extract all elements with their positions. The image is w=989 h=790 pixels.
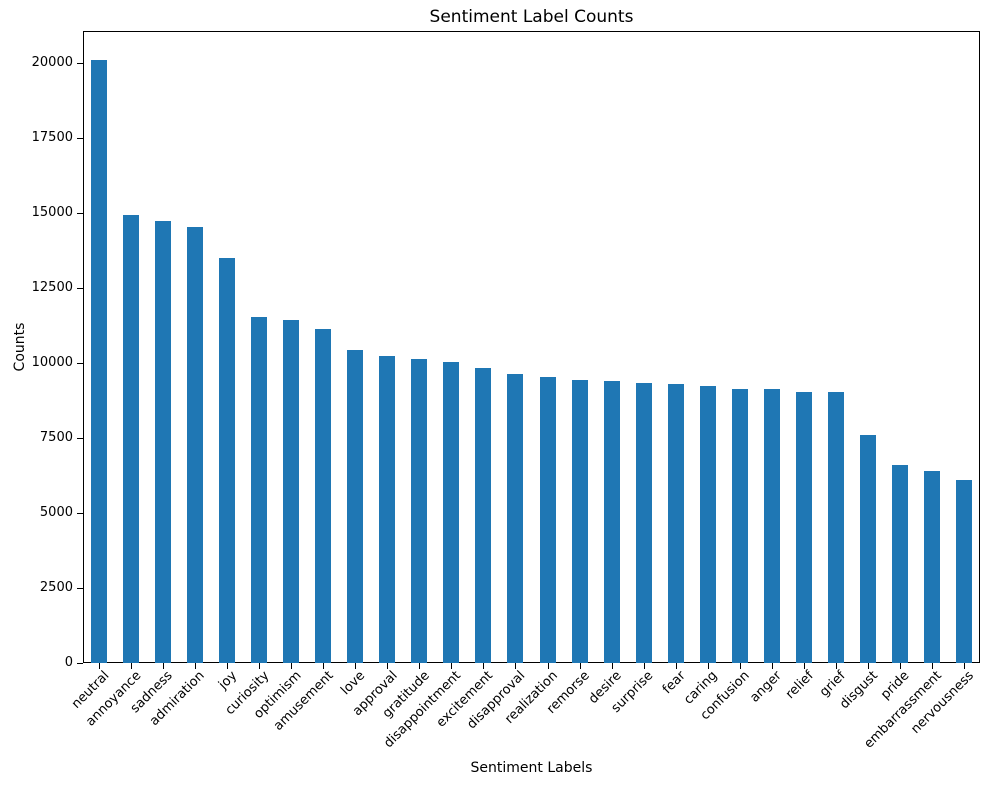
bar-annoyance [123, 214, 140, 663]
y-tick-label: 15000 [31, 205, 73, 220]
y-tick-mark [77, 137, 83, 139]
y-tick-label: 5000 [39, 505, 73, 520]
bar-nervousness [955, 480, 972, 663]
bar-remorse [571, 379, 588, 663]
x-tick-mark [643, 663, 645, 669]
y-tick-mark [77, 587, 83, 589]
bar-curiosity [251, 316, 268, 663]
x-tick-mark [867, 663, 869, 669]
y-tick-label: 0 [64, 655, 73, 670]
x-tick-mark [579, 663, 581, 669]
bar-desire [603, 381, 620, 663]
y-tick-label: 10000 [31, 355, 73, 370]
bar-grief [827, 391, 844, 663]
x-tick-label-anger: anger [747, 668, 785, 706]
x-tick-mark [611, 663, 613, 669]
x-tick-label-relief: relief [782, 668, 817, 703]
bar-disappointment [443, 361, 460, 663]
bar-embarrassment [923, 471, 940, 663]
y-tick-mark [77, 437, 83, 439]
bar-neutral [91, 60, 108, 663]
y-tick-mark [77, 362, 83, 364]
x-tick-mark [963, 663, 965, 669]
x-tick-mark [931, 663, 933, 669]
y-tick-mark [77, 287, 83, 289]
bar-admiration [187, 226, 204, 663]
y-tick-mark [77, 62, 83, 64]
x-tick-mark [771, 663, 773, 669]
x-tick-mark [419, 663, 421, 669]
x-tick-mark [515, 663, 517, 669]
bar-pride [891, 465, 908, 663]
y-tick-label: 20000 [31, 55, 73, 70]
bar-anger [763, 388, 780, 663]
x-tick-mark [803, 663, 805, 669]
bar-love [347, 349, 364, 663]
bar-approval [379, 355, 396, 663]
x-tick-mark [131, 663, 133, 669]
x-tick-mark [547, 663, 549, 669]
bar-amusement [315, 328, 332, 663]
x-tick-mark [483, 663, 485, 669]
bar-gratitude [411, 358, 428, 663]
x-axis-label: Sentiment Labels [470, 760, 593, 776]
bar-fear [667, 384, 684, 663]
bar-optimism [283, 319, 300, 663]
bar-disapproval [507, 373, 524, 663]
bar-caring [699, 385, 716, 663]
y-tick-mark [77, 512, 83, 514]
bar-disgust [859, 435, 876, 663]
x-tick-mark [355, 663, 357, 669]
x-tick-mark [99, 663, 101, 669]
x-tick-mark [323, 663, 325, 669]
x-tick-mark [163, 663, 165, 669]
x-tick-mark [899, 663, 901, 669]
y-tick-mark [77, 212, 83, 214]
bar-relief [795, 391, 812, 663]
x-tick-mark [291, 663, 293, 669]
x-tick-mark [195, 663, 197, 669]
x-tick-mark [707, 663, 709, 669]
x-tick-mark [259, 663, 261, 669]
y-tick-label: 2500 [39, 580, 73, 595]
x-tick-mark [739, 663, 741, 669]
chart-title: Sentiment Label Counts [429, 7, 634, 27]
x-tick-mark [227, 663, 229, 669]
y-tick-mark [77, 662, 83, 664]
x-tick-mark [387, 663, 389, 669]
x-tick-label-joy: joy [215, 668, 241, 693]
y-tick-label: 12500 [31, 280, 73, 295]
x-tick-mark [835, 663, 837, 669]
bar-excitement [475, 367, 492, 663]
bar-confusion [731, 388, 748, 663]
y-tick-label: 7500 [39, 430, 73, 445]
bar-realization [539, 376, 556, 663]
bar-joy [219, 258, 236, 663]
bar-sadness [155, 220, 172, 663]
y-tick-label: 17500 [31, 130, 73, 145]
x-tick-mark [675, 663, 677, 669]
plot-area [83, 31, 980, 663]
x-tick-mark [451, 663, 453, 669]
bar-surprise [635, 382, 652, 663]
